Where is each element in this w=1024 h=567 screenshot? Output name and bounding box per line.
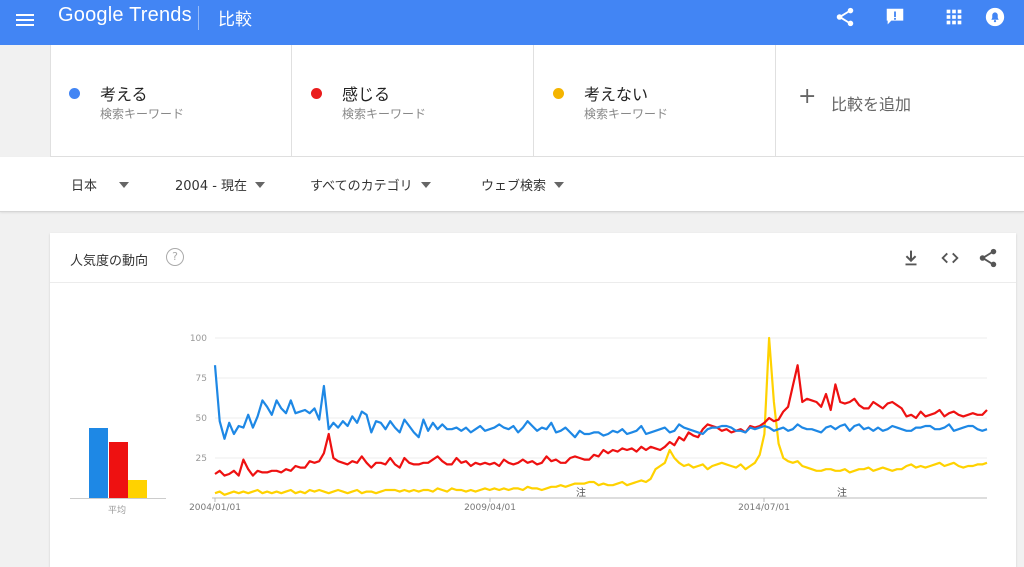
apps-grid-icon[interactable] — [943, 6, 965, 28]
series-line-3 — [214, 336, 988, 496]
embed-code-icon[interactable] — [939, 247, 961, 269]
share-icon[interactable] — [834, 6, 856, 28]
feedback-icon[interactable] — [884, 6, 906, 28]
card-header: 人気度の動向 ? — [50, 233, 1016, 283]
search-type-filter[interactable]: ウェブ検索 — [481, 175, 565, 194]
series-line-1 — [213, 365, 988, 440]
region-filter-label: 日本 — [71, 179, 98, 194]
series-line-2 — [214, 364, 988, 477]
term-type: 検索キーワード — [342, 107, 427, 121]
card-title: 人気度の動向 — [70, 254, 149, 269]
category-filter[interactable]: すべてのカテゴリ — [310, 175, 431, 194]
period-filter-label: 2004 - 現在 — [175, 179, 248, 194]
region-filter[interactable]: 日本 — [71, 175, 130, 194]
term-name: 考える — [100, 85, 148, 104]
term-chip-3[interactable]: 考えない 検索キーワード — [534, 45, 776, 157]
add-comparison-button[interactable]: + 比較を追加 — [776, 45, 1024, 157]
average-bar-1 — [89, 427, 108, 498]
plus-icon: + — [798, 84, 817, 109]
x-tick-label: 2009/04/01 — [464, 503, 516, 513]
y-tick-label: 50 — [196, 414, 208, 424]
dropdown-caret-icon — [119, 182, 130, 188]
page-title: 比較 — [218, 10, 252, 30]
download-icon[interactable] — [900, 247, 922, 269]
app-logo[interactable]: Google Trends — [58, 4, 192, 26]
dropdown-caret-icon — [255, 182, 266, 188]
header-divider — [198, 6, 199, 30]
term-type: 検索キーワード — [584, 107, 669, 121]
chart-annotation-note: 注 — [576, 486, 586, 499]
average-bar-3 — [128, 480, 147, 498]
term-color-dot — [553, 88, 564, 99]
y-tick-label: 25 — [196, 454, 207, 464]
term-color-dot — [69, 88, 80, 99]
term-type: 検索キーワード — [100, 107, 185, 121]
share-chart-icon[interactable] — [977, 247, 999, 269]
average-axis-line — [70, 498, 166, 499]
chart-annotation-note: 注 — [837, 486, 847, 499]
menu-icon[interactable] — [14, 11, 36, 33]
term-chip-1[interactable]: 考える 検索キーワード — [50, 45, 292, 157]
average-label: 平均 — [108, 506, 127, 516]
period-filter[interactable]: 2004 - 現在 — [175, 175, 266, 194]
average-bar-2 — [109, 442, 128, 498]
term-chip-2[interactable]: 感じる 検索キーワード — [292, 45, 534, 157]
y-tick-label: 75 — [196, 374, 207, 384]
add-comparison-label: 比較を追加 — [831, 95, 912, 114]
help-icon[interactable]: ? — [166, 248, 184, 266]
compare-terms-bar: 考える 検索キーワード 感じる 検索キーワード 考えない 検索キーワード + 比… — [50, 45, 1024, 157]
x-tick-label: 2004/01/01 — [189, 503, 241, 513]
search-type-filter-label: ウェブ検索 — [481, 179, 547, 194]
dropdown-caret-icon — [554, 182, 565, 188]
y-tick-label: 100 — [190, 334, 207, 344]
notifications-icon[interactable] — [984, 6, 1006, 28]
app-header: Google Trends 比較 — [0, 0, 1024, 45]
x-tick-label: 2014/07/01 — [738, 503, 790, 513]
term-color-dot — [311, 88, 322, 99]
filter-bar: 日本 2004 - 現在 すべてのカテゴリ ウェブ検索 — [0, 157, 1024, 212]
term-name: 感じる — [342, 85, 391, 104]
dropdown-caret-icon — [420, 182, 431, 188]
category-filter-label: すべてのカテゴリ — [310, 179, 413, 194]
term-name: 考えない — [584, 85, 649, 104]
